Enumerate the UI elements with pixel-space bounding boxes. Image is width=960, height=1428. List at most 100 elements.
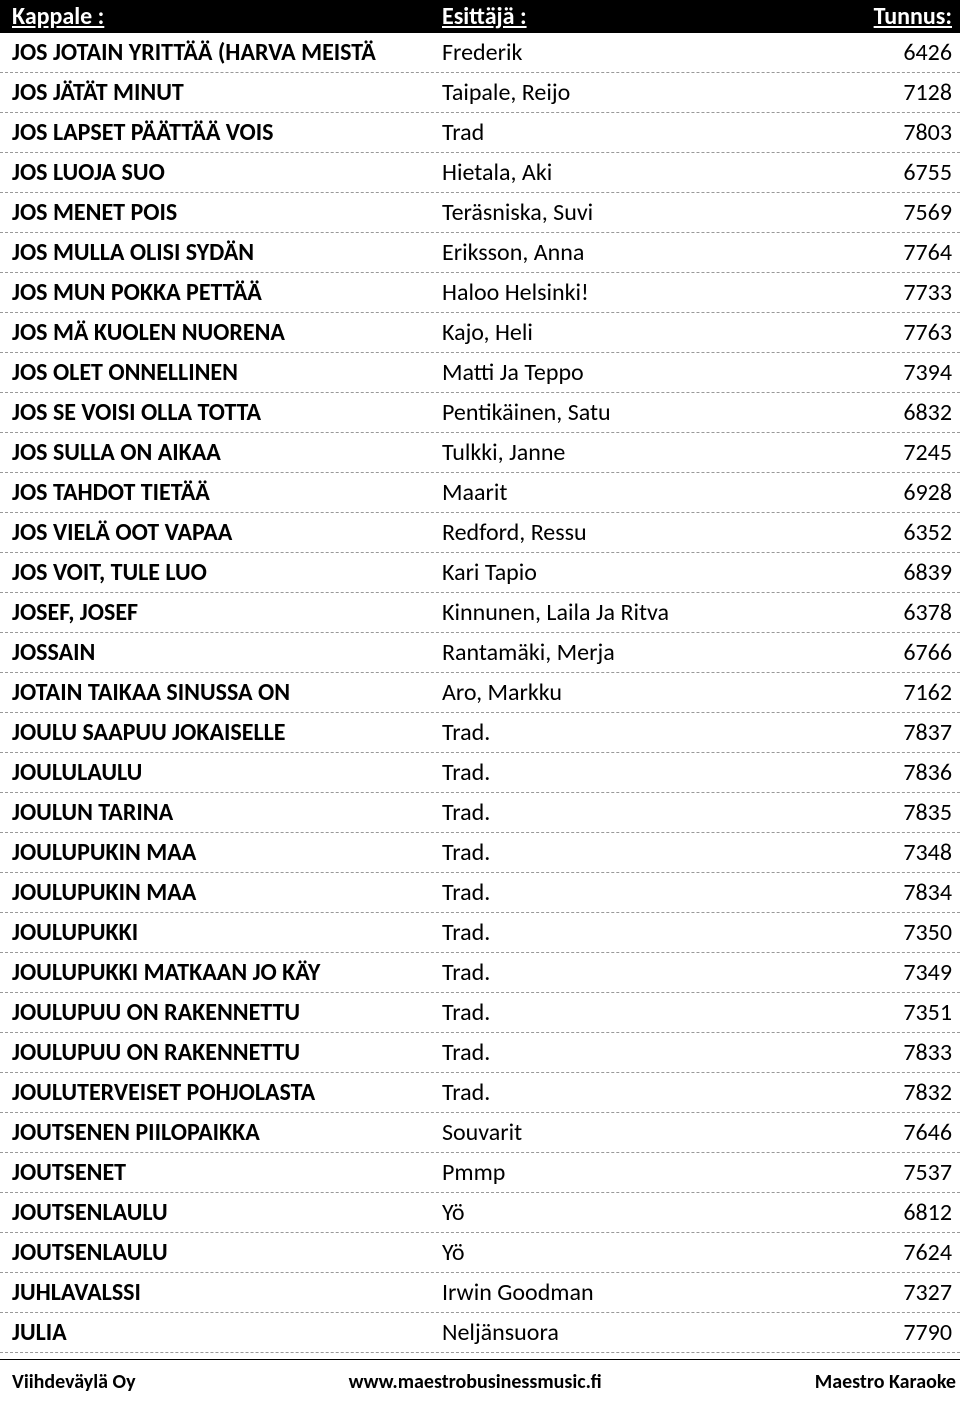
cell-tunnus: 7790	[812, 1318, 952, 1347]
cell-tunnus: 7162	[812, 678, 952, 707]
cell-tunnus: 7763	[812, 318, 952, 347]
table-row: JOS SULLA ON AIKAATulkki, Janne7245	[0, 433, 960, 473]
cell-tunnus: 7837	[812, 718, 952, 747]
cell-kappale: JOULUN TARINA	[12, 798, 442, 827]
table-row: JOS OLET ONNELLINENMatti Ja Teppo7394	[0, 353, 960, 393]
cell-kappale: JOS MENET POIS	[12, 198, 442, 227]
footer-center: www.maestrobusinessmusic.fi	[349, 1370, 602, 1394]
cell-tunnus: 7569	[812, 198, 952, 227]
cell-kappale: JOS LUOJA SUO	[12, 158, 442, 187]
table-row: JOS VIELÄ OOT VAPAARedford, Ressu6352	[0, 513, 960, 553]
cell-tunnus: 7537	[812, 1158, 952, 1187]
cell-esittaja: Trad.	[442, 718, 812, 747]
cell-kappale: JOS LAPSET PÄÄTTÄÄ VOIS	[12, 118, 442, 147]
footer-left: Viihdeväylä Oy	[12, 1370, 136, 1394]
table-row: JOS LAPSET PÄÄTTÄÄ VOISTrad7803	[0, 113, 960, 153]
cell-kappale: JOULUPUKIN MAA	[12, 838, 442, 867]
cell-kappale: JOUTSENET	[12, 1158, 442, 1187]
cell-esittaja: Trad.	[442, 918, 812, 947]
table-row: JOULUN TARINATrad.7835	[0, 793, 960, 833]
cell-tunnus: 7394	[812, 358, 952, 387]
table-row: JOTAIN TAIKAA SINUSSA ONAro, Markku7162	[0, 673, 960, 713]
table-row: JOULULAULUTrad.7836	[0, 753, 960, 793]
cell-kappale: JOTAIN TAIKAA SINUSSA ON	[12, 678, 442, 707]
cell-kappale: JOS OLET ONNELLINEN	[12, 358, 442, 387]
cell-kappale: JOS SE VOISI OLLA TOTTA	[12, 398, 442, 427]
table-row: JOULUPUU ON RAKENNETTUTrad.7351	[0, 993, 960, 1033]
cell-tunnus: 6839	[812, 558, 952, 587]
table-row: JOS MÄ KUOLEN NUORENAKajo, Heli7763	[0, 313, 960, 353]
table-row: JOS JÄTÄT MINUTTaipale, Reijo7128	[0, 73, 960, 113]
cell-tunnus: 6378	[812, 598, 952, 627]
cell-tunnus: 7833	[812, 1038, 952, 1067]
table-row: JOS MUN POKKA PETTÄÄHaloo Helsinki!7733	[0, 273, 960, 313]
cell-esittaja: Trad.	[442, 1038, 812, 1067]
cell-kappale: JOS JÄTÄT MINUT	[12, 78, 442, 107]
cell-esittaja: Trad.	[442, 998, 812, 1027]
cell-esittaja: Neljänsuora	[442, 1318, 812, 1347]
cell-tunnus: 7803	[812, 118, 952, 147]
table-row: JOS LUOJA SUOHietala, Aki6755	[0, 153, 960, 193]
cell-kappale: JULIA	[12, 1318, 442, 1347]
cell-kappale: JOULUPUKKI MATKAAN JO KÄY	[12, 958, 442, 987]
footer-right: Maestro Karaoke	[815, 1370, 956, 1394]
cell-kappale: JOULUTERVEISET POHJOLASTA	[12, 1078, 442, 1107]
cell-kappale: JOULUPUU ON RAKENNETTU	[12, 1038, 442, 1067]
cell-kappale: JOS MULLA OLISI SYDÄN	[12, 238, 442, 267]
cell-esittaja: Yö	[442, 1238, 812, 1267]
cell-esittaja: Teräsniska, Suvi	[442, 198, 812, 227]
table-row: JOS VOIT, TULE LUOKari Tapio6839	[0, 553, 960, 593]
cell-tunnus: 7245	[812, 438, 952, 467]
cell-tunnus: 6812	[812, 1198, 952, 1227]
cell-tunnus: 6352	[812, 518, 952, 547]
cell-kappale: JOUTSENEN PIILOPAIKKA	[12, 1118, 442, 1147]
cell-kappale: JOULULAULU	[12, 758, 442, 787]
cell-esittaja: Yö	[442, 1198, 812, 1227]
table-row: JOUTSENLAULUYö7624	[0, 1233, 960, 1273]
table-row: JULIANeljänsuora7790	[0, 1313, 960, 1353]
header-esittaja: Esittäjä :	[442, 2, 812, 31]
cell-esittaja: Redford, Ressu	[442, 518, 812, 547]
cell-tunnus: 6832	[812, 398, 952, 427]
cell-tunnus: 7350	[812, 918, 952, 947]
header-tunnus: Tunnus:	[812, 2, 952, 31]
cell-esittaja: Souvarit	[442, 1118, 812, 1147]
cell-esittaja: Maarit	[442, 478, 812, 507]
cell-esittaja: Pentikäinen, Satu	[442, 398, 812, 427]
cell-esittaja: Trad.	[442, 758, 812, 787]
cell-tunnus: 7733	[812, 278, 952, 307]
page-footer: Viihdeväylä Oy www.maestrobusinessmusic.…	[0, 1359, 960, 1400]
cell-esittaja: Trad.	[442, 878, 812, 907]
table-row: JUHLAVALSSIIrwin Goodman7327	[0, 1273, 960, 1313]
table-row: JOULUTERVEISET POHJOLASTATrad.7832	[0, 1073, 960, 1113]
cell-esittaja: Hietala, Aki	[442, 158, 812, 187]
cell-tunnus: 7835	[812, 798, 952, 827]
table-row: JOUTSENETPmmp7537	[0, 1153, 960, 1193]
cell-kappale: JOS SULLA ON AIKAA	[12, 438, 442, 467]
cell-kappale: JOULUPUKKI	[12, 918, 442, 947]
cell-kappale: JOS VOIT, TULE LUO	[12, 558, 442, 587]
table-row: JOULUPUKIN MAATrad.7834	[0, 873, 960, 913]
cell-esittaja: Kari Tapio	[442, 558, 812, 587]
cell-esittaja: Trad.	[442, 798, 812, 827]
cell-esittaja: Haloo Helsinki!	[442, 278, 812, 307]
cell-esittaja: Matti Ja Teppo	[442, 358, 812, 387]
cell-esittaja: Trad.	[442, 838, 812, 867]
table-row: JOS TAHDOT TIETÄÄMaarit6928	[0, 473, 960, 513]
cell-esittaja: Kinnunen, Laila Ja Ritva	[442, 598, 812, 627]
table-row: JOSSAINRantamäki, Merja6766	[0, 633, 960, 673]
cell-kappale: JOUTSENLAULU	[12, 1238, 442, 1267]
cell-kappale: JOS MUN POKKA PETTÄÄ	[12, 278, 442, 307]
cell-esittaja: Aro, Markku	[442, 678, 812, 707]
cell-kappale: JOULUPUU ON RAKENNETTU	[12, 998, 442, 1027]
cell-tunnus: 7764	[812, 238, 952, 267]
header-kappale: Kappale :	[12, 2, 442, 31]
cell-kappale: JOSSAIN	[12, 638, 442, 667]
cell-esittaja: Tulkki, Janne	[442, 438, 812, 467]
cell-esittaja: Kajo, Heli	[442, 318, 812, 347]
cell-esittaja: Trad.	[442, 958, 812, 987]
cell-esittaja: Frederik	[442, 38, 812, 67]
cell-tunnus: 6755	[812, 158, 952, 187]
cell-kappale: JOULUPUKIN MAA	[12, 878, 442, 907]
cell-esittaja: Irwin Goodman	[442, 1278, 812, 1307]
